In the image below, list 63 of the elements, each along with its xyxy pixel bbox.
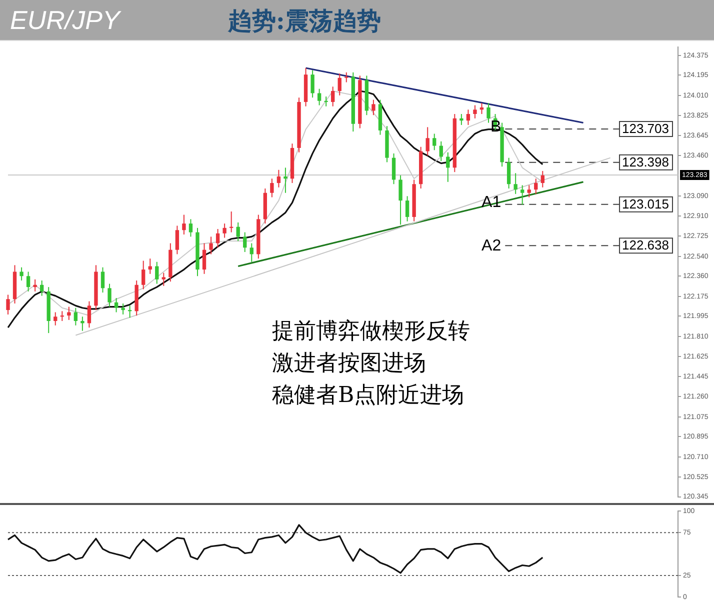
candlestick bbox=[108, 283, 112, 308]
candlestick bbox=[67, 306, 71, 320]
candlestick bbox=[372, 99, 376, 116]
ref-line-label: 123.398 bbox=[622, 154, 670, 170]
candlestick bbox=[439, 140, 443, 162]
candlestick bbox=[392, 152, 396, 185]
ref-line-label: 122.638 bbox=[622, 238, 670, 253]
candlestick bbox=[175, 225, 180, 255]
candlestick bbox=[540, 170, 544, 188]
candlestick bbox=[446, 152, 450, 182]
candlestick bbox=[473, 104, 477, 119]
candlestick bbox=[182, 214, 186, 235]
candlestick bbox=[486, 102, 490, 124]
annotation: A2 bbox=[482, 238, 502, 255]
annotation: 激进者按图进场 bbox=[272, 350, 426, 376]
candlestick bbox=[216, 228, 220, 248]
candlestick bbox=[20, 266, 24, 281]
candlestick bbox=[310, 70, 314, 98]
candlestick bbox=[114, 298, 118, 313]
candlestick bbox=[276, 169, 281, 188]
candlestick bbox=[514, 172, 518, 194]
annotation: 提前博弈做楔形反转 bbox=[272, 318, 470, 344]
candlestick bbox=[520, 184, 524, 206]
candlestick bbox=[324, 96, 328, 107]
candlestick bbox=[100, 266, 105, 294]
candlestick bbox=[40, 280, 44, 296]
candlestick bbox=[426, 126, 430, 156]
ref-line-label: 123.703 bbox=[622, 121, 670, 136]
candlestick bbox=[338, 72, 342, 96]
candlestick bbox=[506, 157, 511, 189]
candlestick bbox=[432, 133, 436, 151]
candlestick bbox=[317, 88, 322, 106]
candlestick bbox=[162, 272, 166, 286]
candlestick bbox=[142, 260, 146, 290]
candlestick bbox=[527, 184, 531, 198]
candlestick bbox=[236, 222, 240, 242]
candlestick bbox=[243, 232, 247, 253]
candlestick bbox=[54, 312, 58, 326]
candlestick bbox=[284, 167, 288, 194]
candlestick bbox=[80, 316, 84, 332]
candlestick bbox=[155, 261, 159, 284]
candlestick bbox=[270, 178, 274, 198]
candlestick bbox=[188, 218, 193, 238]
candlestick bbox=[222, 223, 226, 238]
candlestick bbox=[209, 236, 213, 255]
candlestick bbox=[460, 114, 464, 126]
candlestick bbox=[33, 278, 37, 292]
candlestick bbox=[74, 307, 78, 326]
candlestick bbox=[87, 300, 92, 328]
candlestick bbox=[398, 174, 402, 226]
candlestick bbox=[202, 242, 206, 274]
chart-title: EUR/JPY bbox=[10, 5, 120, 36]
annotation: 稳健者B点附近进场 bbox=[272, 382, 464, 408]
candlestick bbox=[26, 271, 30, 292]
candlestick bbox=[331, 86, 335, 107]
chart-subtitle: 趋势:震荡趋势 bbox=[228, 5, 381, 37]
candlestick bbox=[121, 302, 125, 315]
candlestick bbox=[6, 294, 10, 315]
candlestick bbox=[405, 196, 410, 222]
ref-line-label: 123.015 bbox=[622, 196, 670, 212]
candlestick bbox=[534, 178, 538, 194]
candlestick bbox=[250, 242, 254, 262]
candlestick bbox=[466, 109, 470, 126]
